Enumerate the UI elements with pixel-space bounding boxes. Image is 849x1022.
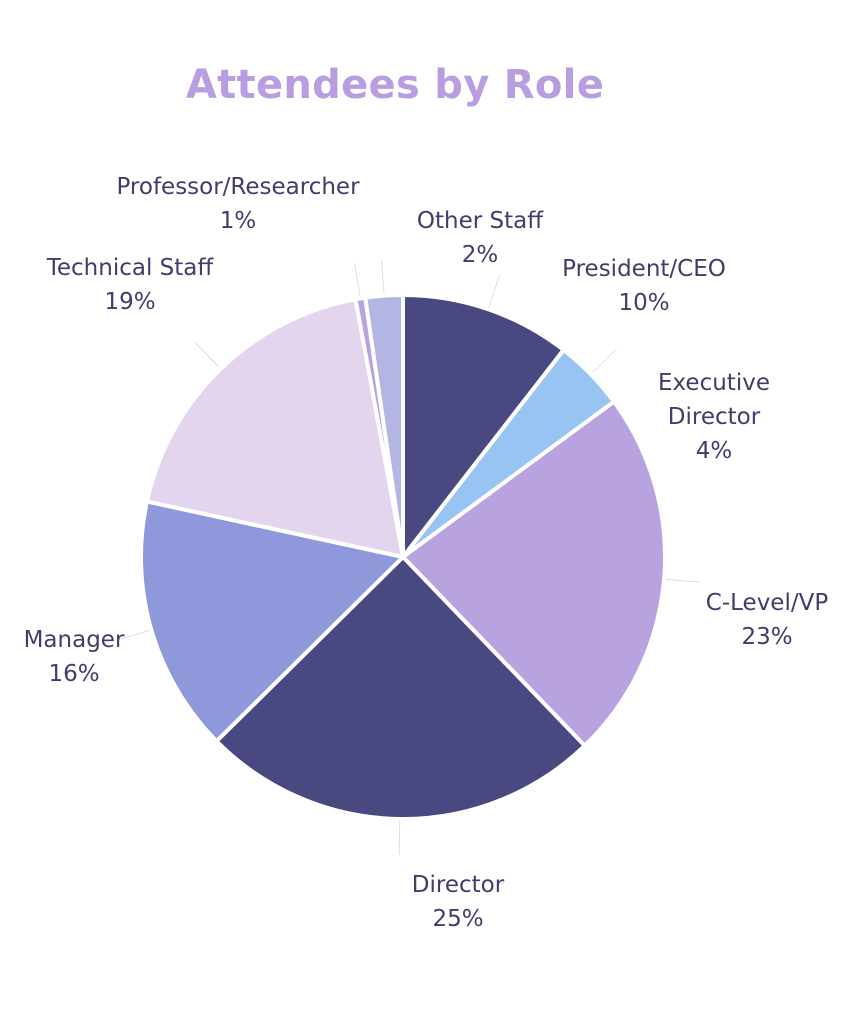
leader-line-technical-staff: [195, 342, 220, 368]
pie-slice-director: [214, 555, 587, 821]
pie-slice-other-staff: [363, 293, 405, 559]
leader-line-other-staff: [380, 259, 385, 294]
slice-percent: 25%: [432, 906, 483, 932]
slice-label-c-level-vp: C-Level/VP 23%: [706, 590, 829, 650]
slice-percent: 16%: [48, 661, 99, 687]
slice-label-other-staff: Other Staff 2%: [417, 208, 544, 268]
leader-line-c-level-vp: [666, 578, 700, 583]
slice-percent: 23%: [741, 624, 792, 650]
leader-line-professor-researcher: [354, 262, 361, 297]
slice-label-line: Technical Staff: [46, 255, 215, 281]
slice-percent: 4%: [696, 438, 733, 464]
slice-label-director: Director 25%: [412, 872, 505, 932]
leader-line-president-ceo: [488, 274, 501, 308]
pie-slices: [139, 293, 667, 821]
slice-label-manager: Manager 16%: [24, 627, 125, 687]
slice-label-president-ceo: President/CEO 10%: [562, 256, 726, 316]
slice-label-executive-director: Executive Director 4%: [658, 370, 770, 464]
pie-slice-manager: [139, 499, 405, 744]
slice-label-line: C-Level/VP: [706, 590, 829, 616]
slice-label-line: Executive: [658, 370, 770, 396]
slice-percent: 10%: [618, 290, 669, 316]
slice-percent: 19%: [104, 289, 155, 315]
slice-label-line: Professor/Researcher: [116, 174, 360, 200]
slice-label-line: Director: [668, 404, 761, 430]
leader-line-manager: [116, 630, 150, 641]
slice-label-line: Director: [412, 872, 505, 898]
pie-slice-technical-staff: [144, 297, 405, 559]
slice-label-professor-researcher: Professor/Researcher 1%: [116, 174, 360, 234]
leader-line-executive-director: [591, 348, 617, 374]
pie-slice-c-level-vp: [401, 399, 667, 748]
pie-slice-president-ceo: [401, 293, 566, 559]
slice-label-line: Manager: [24, 627, 125, 653]
slice-percent: 2%: [462, 242, 499, 268]
slice-label-line: Other Staff: [417, 208, 544, 234]
leader-lines: [116, 259, 700, 855]
slice-label-line: President/CEO: [562, 256, 726, 282]
slice-label-technical-staff: Technical Staff 19%: [46, 255, 215, 315]
slice-percent: 1%: [220, 208, 257, 234]
chart-title: Attendees by Role: [185, 62, 605, 108]
slice-labels: President/CEO 10% Executive Director 4% C-Lev…: [24, 174, 829, 932]
